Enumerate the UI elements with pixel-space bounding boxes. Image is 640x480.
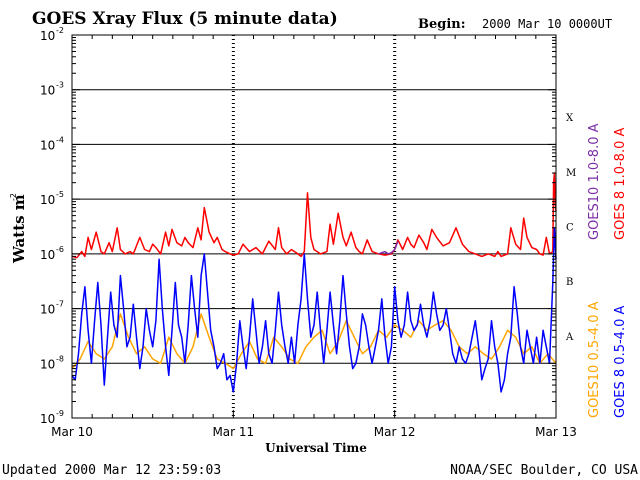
series-line-2 [71,313,557,370]
y-tick-label: 10 [40,84,55,98]
flare-class-label: B [566,277,573,288]
y-tick-exponent: -5 [56,190,64,199]
flare-class-labels: X M C B A [565,113,576,343]
y-tick-label: 10 [40,193,55,207]
x-tick-label: Mar 13 [535,425,577,439]
updated-timestamp: Updated 2000 Mar 12 23:59:03 [2,463,221,478]
y-axis-label: Watts m -2 [9,193,28,264]
grid-layer [72,35,556,418]
flare-class-label: M [566,168,576,179]
y-axis-label-main: Watts m [10,194,28,264]
legend-entry: GOES10 0.5-4.0 A [587,301,602,418]
begin-label: Begin: [418,17,466,32]
series-layer [71,172,557,393]
y-tick-label: 10 [40,248,55,262]
y-tick-exponent: -4 [56,135,64,144]
y-tick-label: 10 [40,412,55,426]
y-tick-exponent: -3 [56,81,64,90]
x-axis-title: Universal Time [265,441,367,455]
x-ticks: Mar 10 Mar 11 Mar 12 Mar 13 [51,35,577,439]
y-axis-label-sup: -2 [9,193,18,201]
y-ticks: 10-210-310-410-510-610-710-810-9 [40,26,556,426]
series-line-1 [378,240,399,255]
legend-entry: GOES 8 0.5-4.0 A [613,306,628,418]
legend-entry: GOES 8 1.0-8.0 A [613,128,628,240]
legend-entry: GOES10 1.0-8.0 A [587,123,602,240]
x-tick-label: Mar 11 [212,425,254,439]
legend: GOES10 1.0-8.0 A GOES 8 1.0-8.0 A GOES10 0… [587,123,628,418]
flare-class-label: X [566,113,574,124]
source-credit: NOAA/SEC Boulder, CO USA [450,463,638,478]
y-tick-label: 10 [40,357,55,371]
y-tick-exponent: -6 [56,245,64,254]
chart-title: GOES Xray Flux (5 minute data) [32,9,338,29]
y-tick-label: 10 [40,138,55,152]
flare-class-label: C [566,223,574,234]
x-tick-label: Mar 12 [374,425,416,439]
y-tick-exponent: -7 [56,300,64,309]
y-tick-exponent: -9 [56,409,64,418]
series-line-3 [71,227,557,393]
x-tick-label: Mar 10 [51,425,93,439]
series-line-0 [71,172,557,259]
begin-value: 2000 Mar 10 0000UT [482,17,612,31]
y-tick-exponent: -8 [56,354,64,363]
plot-frame [71,34,557,419]
y-tick-label: 10 [40,303,55,317]
y-tick-label: 10 [40,29,55,43]
y-tick-exponent: -2 [56,26,64,35]
frame-layer [71,34,557,419]
flare-class-label: A [565,332,574,343]
